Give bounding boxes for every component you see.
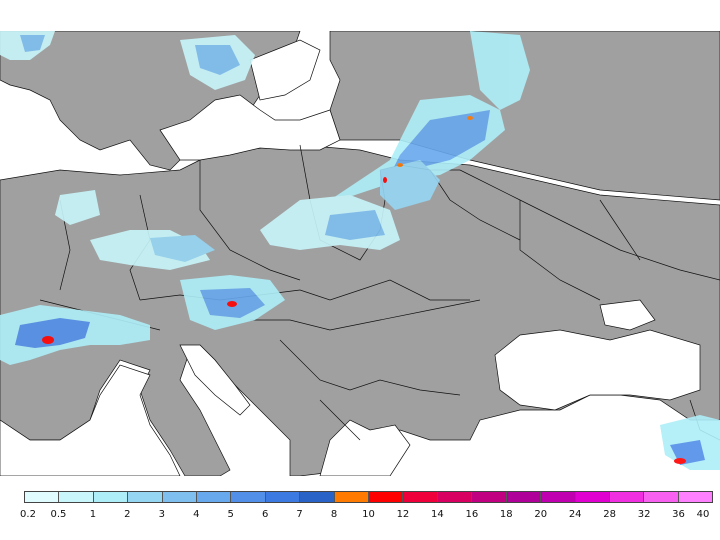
legend-tick-label: 18 <box>499 509 513 520</box>
legend-tick-label: 0.2 <box>20 509 36 520</box>
legend-color-bar <box>24 491 713 503</box>
legend-tick-label: 10 <box>362 509 375 520</box>
legend-tick-label: 36 <box>672 509 685 520</box>
legend-tick-label: 40 <box>696 509 710 520</box>
legend-tick-label: 2 <box>124 509 131 520</box>
legend-swatch <box>644 492 679 502</box>
legend-tick-label: 6 <box>261 509 269 520</box>
legend-tick-label: 8 <box>330 509 338 520</box>
legend-swatch <box>437 492 473 502</box>
legend-swatch <box>575 492 610 502</box>
legend-tick-label: 14 <box>431 509 444 520</box>
legend-swatch <box>93 492 129 502</box>
legend-swatch <box>59 492 94 502</box>
legend-swatch <box>265 492 301 502</box>
legend-tick-label: 1 <box>89 509 97 520</box>
legend-swatch <box>334 492 370 502</box>
legend-swatch <box>541 492 576 502</box>
precipitation-map <box>0 31 720 476</box>
legend-tick-label: 0.5 <box>50 509 67 520</box>
legend-swatch <box>678 492 713 502</box>
legend-swatch <box>403 492 438 502</box>
legend-labels: 0.2 0.5 1 2 3 4 5 6 7 8 10 12 14 16 18 20 24 28 32 36 40 <box>20 509 713 523</box>
legend-tick-label: 12 <box>396 509 410 520</box>
legend-tick-label: 3 <box>158 509 165 520</box>
legend-tick-label: 28 <box>603 509 617 520</box>
legend-tick-label: 4 <box>193 509 200 520</box>
legend-swatch <box>300 492 335 502</box>
legend-tick-label: 24 <box>568 509 582 520</box>
legend-swatch <box>162 492 198 502</box>
legend-swatch <box>128 492 163 502</box>
legend-swatch <box>472 492 507 502</box>
legend-tick-label: 7 <box>296 509 303 520</box>
legend-swatch <box>197 492 232 502</box>
precipitation-legend: 0.2 0.5 1 2 3 4 5 6 7 8 10 12 14 16 18 20 24 28 32 36 40 <box>20 491 713 531</box>
legend-tick-label: 16 <box>465 509 479 520</box>
legend-tick-label: 20 <box>534 509 548 520</box>
legend-swatch <box>369 492 404 502</box>
legend-swatch <box>609 492 645 502</box>
legend-tick-label: 5 <box>227 509 234 520</box>
precipitation-overlay <box>0 31 720 470</box>
map-canvas <box>0 31 720 476</box>
legend-swatch <box>506 492 542 502</box>
legend-tick-label: 32 <box>637 509 651 520</box>
legend-swatch <box>25 492 60 502</box>
legend-swatch <box>231 492 266 502</box>
seas <box>0 39 701 476</box>
